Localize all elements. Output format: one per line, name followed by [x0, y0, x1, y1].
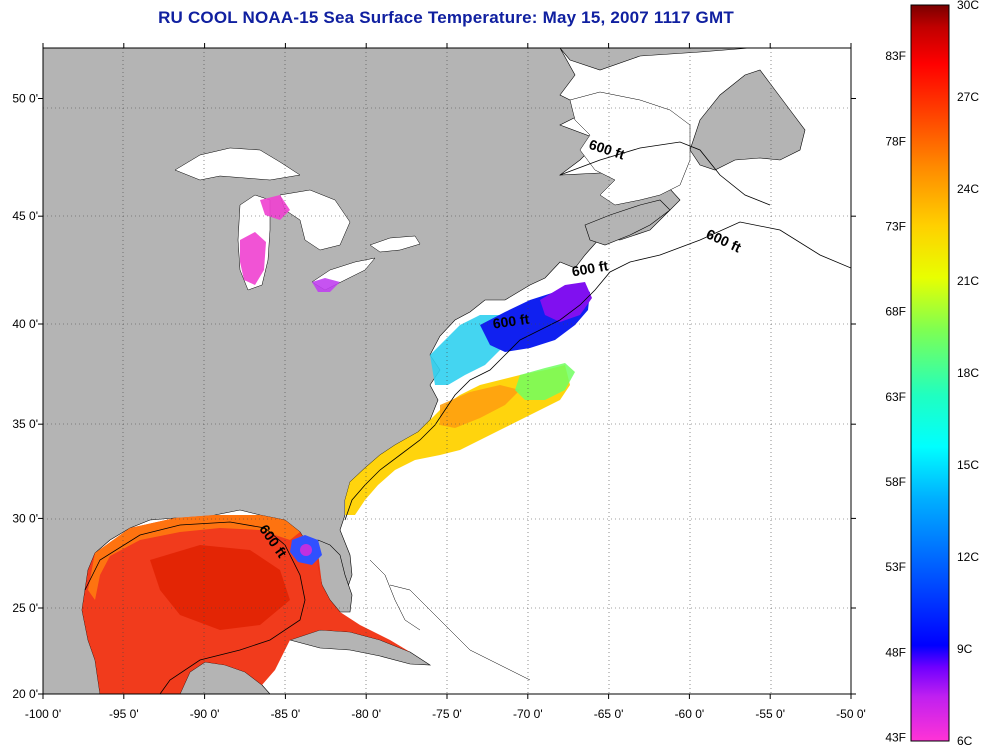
lake-huron: [279, 189, 351, 251]
sst-florida-purple-core: [300, 544, 312, 556]
colorbar-f-label: 58F: [885, 475, 906, 489]
x-tick-label: -95 0': [109, 707, 139, 721]
colorbar-f-label: 83F: [885, 49, 906, 63]
y-tick-label: 45 0': [12, 209, 38, 223]
y-tick-label: 35 0': [12, 417, 38, 431]
sst-slope-green: [515, 363, 575, 400]
y-tick-label: 50 0': [12, 91, 38, 105]
grid-lines: [43, 48, 851, 694]
land-newfoundland: [689, 69, 806, 171]
y-tick-label: 40 0': [12, 317, 38, 331]
x-tick-label: -65 0': [594, 707, 624, 721]
land-nova-scotia: [584, 199, 671, 246]
x-tick-label: -55 0': [755, 707, 785, 721]
y-tick-label: 25 0': [12, 601, 38, 615]
colorbar: [910, 4, 950, 742]
colorbar-c-label: 12C: [957, 550, 979, 564]
colorbar-celsius-labels: 30C 27C 24C 21C 18C 15C 12C 9C 6C: [957, 0, 979, 748]
x-tick-label: -70 0': [513, 707, 543, 721]
sst-lake-michigan-pink: [240, 232, 266, 285]
colorbar-f-label: 48F: [885, 645, 906, 659]
colorbar-c-label: 21C: [957, 274, 979, 288]
lake-ontario: [369, 235, 421, 253]
colorbar-f-label: 78F: [885, 134, 906, 148]
x-tick-label: -100 0': [25, 707, 61, 721]
map-title: RU COOL NOAA-15 Sea Surface Temperature:…: [158, 8, 734, 27]
colorbar-c-label: 9C: [957, 642, 973, 656]
colorbar-fahrenheit-labels: 83F 78F 73F 68F 63F 58F 53F 48F 43F: [885, 49, 906, 744]
gulf-of-st-lawrence: [569, 91, 691, 206]
x-tick-label: -60 0': [675, 707, 705, 721]
colorbar-c-label: 6C: [957, 734, 973, 748]
x-tick-label: -75 0': [432, 707, 462, 721]
colorbar-c-label: 24C: [957, 182, 979, 196]
colorbar-f-label: 63F: [885, 390, 906, 404]
contour-label-600ft: 600 ft: [492, 311, 531, 332]
contour-600ft: [84, 141, 851, 694]
colorbar-c-label: 18C: [957, 366, 979, 380]
sst-lake-erie-pink: [312, 278, 340, 292]
y-axis: 50 0' 45 0' 40 0' 35 0' 30 0' 25 0' 20 0': [12, 91, 856, 701]
bahamas-shoals: [369, 559, 531, 681]
sst-gulf-stream: [345, 365, 570, 515]
colorbar-f-label: 43F: [885, 731, 906, 745]
x-tick-label: -90 0': [190, 707, 220, 721]
y-tick-label: 20 0': [12, 687, 38, 701]
sst-gulf-stream-warm: [440, 385, 520, 428]
colorbar-c-label: 15C: [957, 458, 979, 472]
sst-purple-patch: [540, 282, 592, 322]
colorbar-f-label: 53F: [885, 560, 906, 574]
contour-label-600ft: 600 ft: [571, 257, 610, 279]
x-axis: -100 0' -95 0' -90 0' -85 0' -80 0' -75 0' -70…: [25, 43, 866, 721]
colorbar-f-label: 68F: [885, 305, 906, 319]
x-tick-label: -85 0': [271, 707, 301, 721]
x-tick-label: -80 0': [351, 707, 381, 721]
lake-superior: [174, 147, 301, 181]
colorbar-c-label: 27C: [957, 90, 979, 104]
sst-lake-huron-pink: [260, 195, 290, 220]
sst-gulf-warm-patch: [150, 545, 290, 630]
colorbar-f-label: 73F: [885, 219, 906, 233]
x-tick-label: -50 0': [836, 707, 866, 721]
colorbar-c-label: 30C: [957, 0, 979, 12]
sst-gulf-orange-shelf: [88, 515, 300, 600]
y-tick-label: 30 0': [12, 511, 38, 525]
